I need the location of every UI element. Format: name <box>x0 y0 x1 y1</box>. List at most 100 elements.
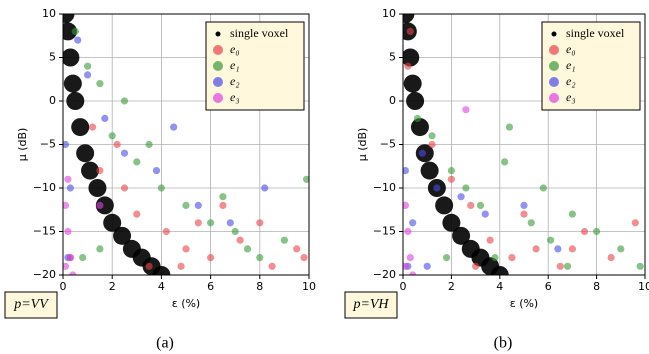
legend-swatch <box>549 93 559 103</box>
legend-label: e₁ <box>230 58 240 72</box>
point <box>133 158 141 166</box>
legend-swatch <box>549 61 559 71</box>
legend-swatch <box>213 61 223 71</box>
point <box>476 201 485 209</box>
point <box>508 254 516 262</box>
point <box>293 245 301 253</box>
point <box>207 219 215 227</box>
points <box>403 14 644 275</box>
voxel-point <box>88 179 107 197</box>
voxel-point <box>81 161 100 180</box>
y-tick-label: 10 <box>382 7 396 20</box>
point <box>66 254 74 262</box>
y-tick-label: 0 <box>389 94 396 107</box>
point <box>84 62 92 70</box>
x-tick-label: 8 <box>256 280 263 293</box>
point <box>280 236 288 244</box>
point <box>404 227 412 236</box>
point <box>120 184 129 192</box>
point <box>404 62 412 70</box>
point <box>403 262 410 270</box>
point <box>462 106 470 114</box>
point <box>491 254 499 262</box>
point <box>547 236 555 244</box>
point <box>157 184 165 192</box>
legend-label: e₂ <box>230 74 240 88</box>
annotation: p=VV <box>13 297 49 312</box>
caption: (a) <box>156 335 174 352</box>
axes-frame <box>62 13 310 276</box>
y-tick-label: 5 <box>389 51 396 64</box>
point <box>607 254 615 262</box>
point <box>101 114 109 122</box>
point <box>256 219 264 227</box>
point <box>631 219 639 227</box>
x-tick-label: 4 <box>496 280 503 293</box>
y-tick-label: −15 <box>33 225 56 238</box>
voxel-point <box>103 213 122 232</box>
legend-swatch <box>213 93 223 103</box>
point <box>120 149 129 157</box>
y-tick-label: −20 <box>373 268 396 281</box>
point <box>152 167 161 175</box>
point <box>447 167 455 175</box>
voxel-point <box>403 74 422 93</box>
point <box>79 254 87 262</box>
point <box>96 80 104 88</box>
point <box>403 167 410 175</box>
annotation-box <box>344 291 398 319</box>
legend-swatch <box>551 31 557 37</box>
x-tick-label: 4 <box>158 280 165 293</box>
point <box>236 236 244 244</box>
point <box>194 219 202 227</box>
point <box>207 254 215 262</box>
x-axis-label: ε (%) <box>172 297 200 310</box>
caption: (b) <box>494 335 513 352</box>
point <box>96 201 104 209</box>
voxel-point <box>442 213 461 232</box>
point <box>527 219 535 227</box>
voxel-point <box>63 14 75 23</box>
point <box>580 227 589 236</box>
legend-label: e₃ <box>566 90 576 104</box>
point <box>74 36 82 44</box>
y-tick-label: −5 <box>380 138 396 151</box>
voxel-point <box>403 14 415 23</box>
point <box>406 254 414 262</box>
point <box>194 201 202 209</box>
point <box>63 262 70 270</box>
point <box>539 184 547 192</box>
point <box>300 254 308 262</box>
point <box>84 71 92 79</box>
point <box>96 245 104 253</box>
point <box>182 201 190 209</box>
point <box>532 245 540 253</box>
point <box>457 193 465 201</box>
point <box>63 201 70 209</box>
point <box>66 184 74 192</box>
annotation-box <box>4 291 58 319</box>
point <box>162 227 170 236</box>
point <box>261 184 269 192</box>
legend-label: e₂ <box>566 74 576 88</box>
point <box>243 245 252 253</box>
point <box>520 210 528 218</box>
y-tick-label: 10 <box>42 7 56 20</box>
voxel-point <box>66 92 85 110</box>
axes-frame <box>402 13 646 276</box>
x-tick-label: 2 <box>448 280 455 293</box>
point <box>113 140 121 149</box>
point <box>418 149 426 157</box>
point <box>467 201 475 209</box>
point <box>96 167 104 175</box>
legend-swatch <box>215 31 221 37</box>
point <box>268 262 276 270</box>
y-tick-label: −10 <box>373 181 396 194</box>
point <box>413 114 422 122</box>
point <box>108 132 116 140</box>
point <box>133 210 141 218</box>
point <box>120 97 129 105</box>
point <box>593 227 601 236</box>
point <box>69 271 77 275</box>
point <box>636 262 644 270</box>
